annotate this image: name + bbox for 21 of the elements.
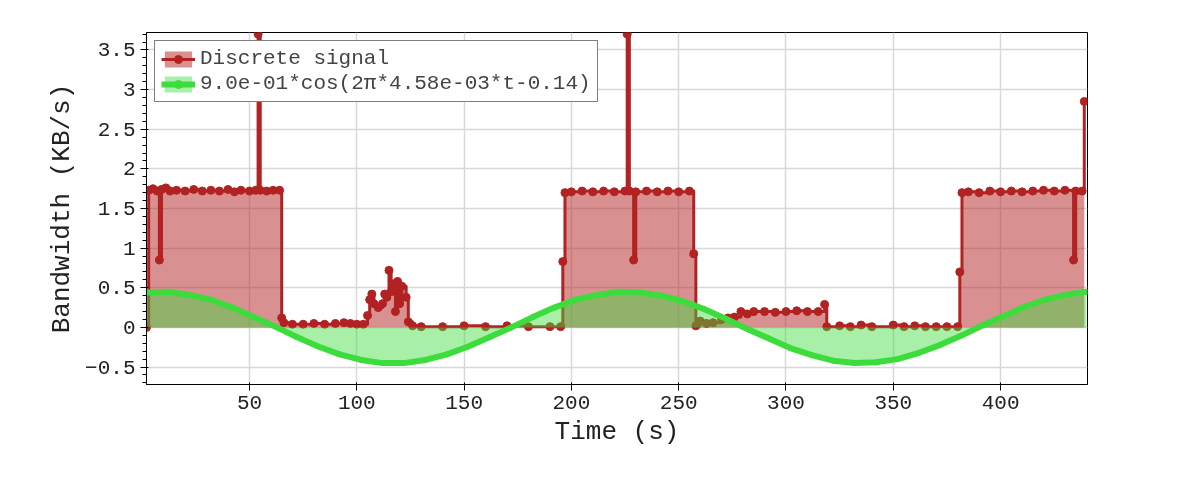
y-tick-label: 3 [122,79,136,103]
y-tick-label: −0.5 [85,356,136,380]
x-tick-label: 350 [874,391,913,415]
x-axis-title: Time (s) [554,416,680,447]
legend-label: Discrete signal [200,47,390,70]
y-tick-label: 2 [122,158,136,182]
y-tick-label: 1 [122,237,136,261]
x-tick-label: 300 [767,391,805,415]
y-tick-label: 1.5 [97,198,136,221]
x-tick-label: 50 [236,391,263,415]
x-tick-label: 150 [445,391,484,415]
y-axis-title: Bandwidth (KB/s) [47,83,78,334]
y-tick-label: 2.5 [97,118,136,142]
x-tick-label: 100 [337,391,376,415]
y-tick-label: 0 [122,316,136,340]
x-tick-label: 400 [981,391,1020,415]
legend-label: 9.0e-01*cos(2π*4.58e-03*t-0.14) [200,72,591,95]
x-tick-label: 250 [659,391,698,415]
x-tick-label: 200 [552,391,591,415]
y-tick-label: 0.5 [97,277,136,301]
y-tick-label: 3.5 [97,39,136,63]
